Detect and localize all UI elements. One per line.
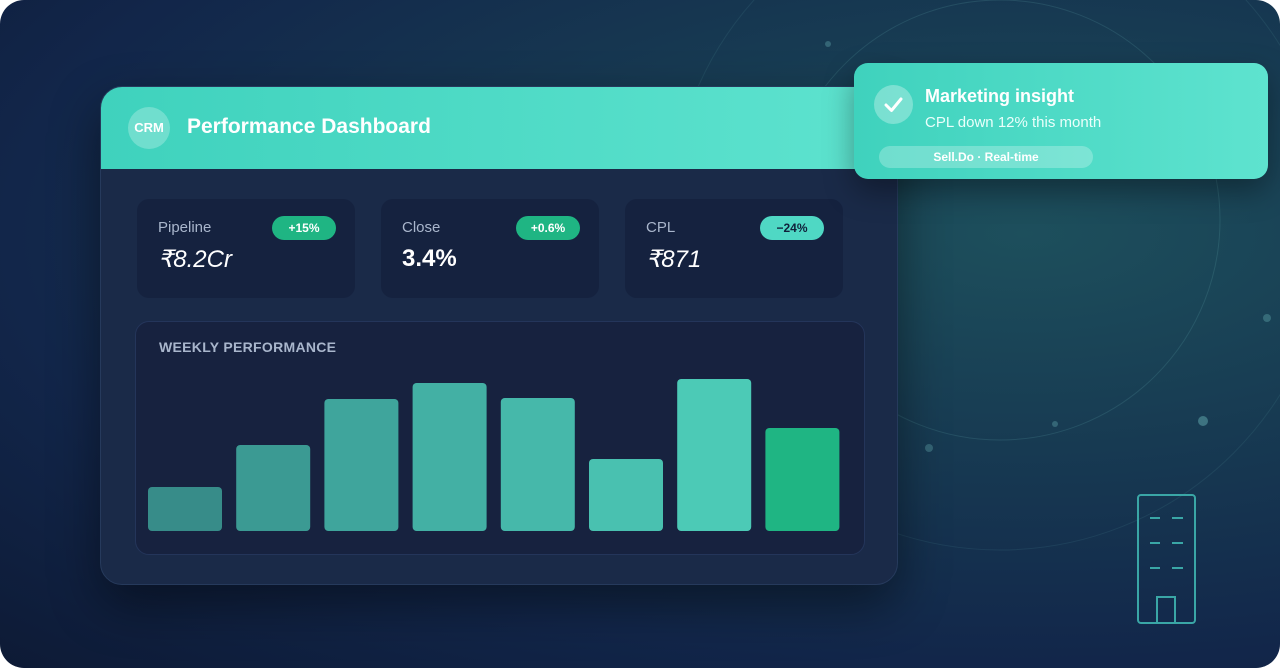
chart-title: WEEKLY PERFORMANCE — [159, 339, 337, 355]
bar — [324, 399, 399, 531]
kpi-value: ₹871 — [646, 246, 702, 273]
notification-title: Marketing insight — [925, 86, 1075, 106]
title: Performance Dashboard — [187, 115, 431, 138]
kpi-label: Pipeline — [158, 219, 212, 236]
notification-message: CPL down 12% this month — [925, 114, 1102, 131]
dot — [1198, 416, 1208, 426]
bar — [148, 487, 222, 531]
dot — [825, 41, 831, 47]
kpi-label: Close — [402, 219, 441, 236]
bar — [236, 445, 311, 531]
dot — [1263, 314, 1271, 322]
chart — [148, 379, 840, 531]
kpi-card: Pipeline ₹8.2Cr +15% — [137, 199, 355, 298]
bar — [765, 428, 840, 531]
bar — [500, 398, 575, 531]
kpi-card: Close 3.4% +0.6% — [381, 199, 599, 298]
check-icon — [874, 85, 913, 124]
dot — [1052, 421, 1058, 427]
dashboard-card: CRM Performance Dashboard WEEKLY PERFORM… — [100, 86, 898, 585]
kpi-change: +0.6% — [516, 216, 580, 240]
dot — [925, 444, 933, 452]
notification: Marketing insight CPL down 12% this mont… — [854, 63, 1268, 179]
building-icon — [1137, 494, 1196, 624]
bar — [589, 459, 663, 531]
chart-panel: WEEKLY PERFORMANCE — [135, 321, 865, 555]
bar — [677, 379, 752, 531]
kpi-card: CPL ₹871 −24% — [625, 199, 843, 298]
header: CRM Performance Dashboard — [101, 87, 897, 169]
kpi-value: 3.4% — [402, 245, 457, 272]
kpi-label: CPL — [646, 219, 676, 236]
kpi-change: −24% — [760, 216, 824, 240]
logo: CRM — [128, 107, 170, 149]
kpi-change: +15% — [272, 216, 336, 240]
kpi-value: ₹8.2Cr — [158, 246, 232, 273]
notification-tag: Sell.Do · Real-time — [879, 146, 1093, 168]
bar — [412, 383, 487, 531]
